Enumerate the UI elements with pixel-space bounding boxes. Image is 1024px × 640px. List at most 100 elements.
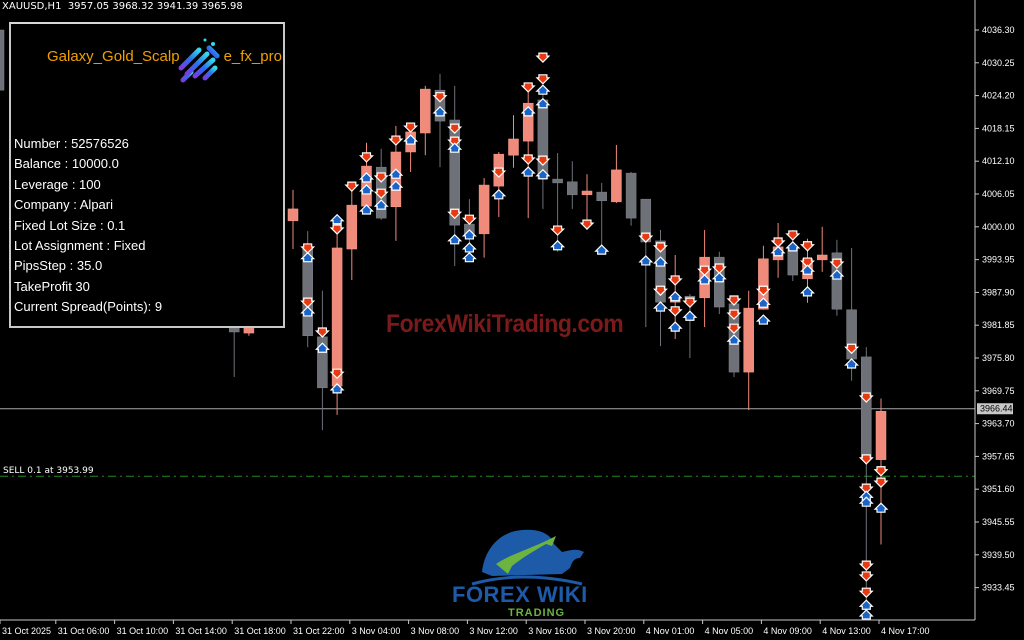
price-tick-label: 3945.55: [982, 517, 1015, 527]
buy-arrow-icon: [329, 213, 345, 225]
bid-price-label: 3966.44: [980, 404, 1013, 414]
bull-candle: [743, 290, 754, 411]
time-tick-label: 4 Nov 05:00: [705, 626, 754, 636]
bull-candle: [493, 151, 505, 218]
bull-candle: [581, 174, 593, 224]
galaxy-stripes-logo-icon: [178, 38, 220, 83]
sell-arrow-icon: [785, 230, 801, 241]
sell-arrow-icon: [550, 225, 566, 236]
sell-arrow-icon: [300, 297, 316, 309]
sell-arrow-icon: [535, 74, 551, 85]
price-tick-label: 3939.50: [982, 550, 1015, 560]
price-tick-label: 4000.00: [982, 222, 1015, 232]
bull-candle: [478, 178, 490, 258]
buy-arrow-icon: [359, 184, 374, 195]
buy-arrow-icon: [800, 264, 815, 275]
buy-arrow-icon: [711, 271, 727, 283]
trade-markers: [300, 52, 889, 620]
bull-candle: [611, 144, 622, 203]
price-tick-label: 4006.05: [982, 189, 1015, 199]
buy-arrow-icon: [520, 106, 536, 117]
time-tick-label: 4 Nov 13:00: [822, 626, 871, 636]
time-tick-label: 4 Nov 09:00: [763, 626, 812, 636]
bull-candle: [243, 326, 255, 336]
sell-arrow-icon: [697, 265, 713, 277]
sell-arrow-icon: [653, 285, 668, 297]
candle-body: [581, 190, 593, 196]
sell-arrow-icon: [844, 343, 860, 355]
bear-candle: [714, 251, 725, 315]
time-tick-label: 31 Oct 10:00: [117, 626, 169, 636]
bull-candle: [522, 84, 534, 219]
buy-arrow-icon: [697, 274, 713, 285]
price-tick-label: 3933.45: [982, 583, 1015, 593]
ea-info-line: TakeProfit 30: [14, 278, 90, 294]
sell-arrow-icon: [858, 560, 874, 571]
sell-arrow-icon: [667, 275, 683, 286]
sell-arrow-icon: [873, 466, 889, 477]
sell-arrow-icon: [667, 306, 683, 317]
bull-candle: [346, 182, 358, 280]
sell-arrow-icon: [638, 232, 654, 243]
buy-arrow-icon: [447, 233, 463, 245]
buy-arrow-icon: [829, 269, 845, 280]
candle-body: [625, 172, 637, 219]
time-tick-label: 4 Nov 01:00: [646, 626, 695, 636]
candle-body: [508, 138, 519, 156]
sell-arrow-icon: [447, 136, 463, 147]
ea-info-lines: Number : 52576526 Balance : 10000.0 Levera…: [14, 134, 162, 318]
sell-arrow-icon: [388, 135, 404, 146]
sell-arrow-icon: [770, 237, 786, 248]
sell-arrow-icon: [447, 208, 463, 220]
candle-body: [420, 88, 431, 134]
buy-arrow-icon: [755, 314, 771, 325]
buy-arrow-icon: [373, 199, 389, 210]
price-tick-label: 4018.15: [982, 123, 1015, 133]
sell-arrow-icon: [432, 92, 448, 103]
forex-wiki-bull-logo: [471, 529, 584, 586]
buy-arrow-icon: [653, 301, 668, 312]
sell-arrow-icon: [800, 241, 815, 252]
sell-arrow-icon: [329, 368, 345, 380]
sell-arrow-icon: [535, 52, 551, 63]
sell-arrow-icon: [858, 392, 874, 403]
sell-arrow-icon: [403, 122, 419, 133]
price-tick-label: 4036.30: [982, 25, 1015, 35]
buy-arrow-icon: [682, 310, 698, 321]
sell-arrow-icon: [726, 309, 742, 320]
sell-arrow-icon: [682, 297, 698, 309]
buy-arrow-icon: [535, 84, 551, 95]
bull-candle: [287, 189, 299, 250]
buy-arrow-icon: [550, 239, 566, 251]
price-tick-label: 4030.25: [982, 58, 1015, 68]
buy-arrow-icon: [873, 502, 889, 513]
price-tick-label: 3975.80: [982, 353, 1015, 363]
ea-info-line: Company : Alpari: [14, 197, 113, 213]
buy-arrow-icon: [314, 342, 330, 353]
bear-candle: [552, 153, 563, 252]
sell-arrow-icon: [535, 155, 551, 166]
buy-arrow-icon: [461, 229, 477, 240]
logo-text: FOREX WIKI: [452, 582, 588, 607]
buy-arrow-icon: [667, 321, 683, 332]
sell-arrow-icon: [447, 123, 463, 134]
candle-body: [522, 102, 534, 142]
price-tick-label: 4024.20: [982, 91, 1015, 101]
buy-arrow-icon: [858, 496, 874, 507]
candle-body: [875, 410, 887, 460]
sell-arrow-icon: [653, 242, 668, 253]
sell-arrow-icon: [873, 477, 889, 489]
buy-arrow-icon: [359, 172, 374, 183]
candle-body: [331, 247, 343, 387]
price-tick-label: 3969.75: [982, 386, 1015, 396]
sell-arrow-icon: [711, 263, 727, 274]
buy-arrow-icon: [403, 134, 419, 145]
buy-arrow-icon: [535, 168, 551, 180]
sell-arrow-icon: [491, 167, 507, 178]
price-tick-label: 3957.65: [982, 451, 1015, 461]
time-tick-label: 3 Nov 04:00: [352, 626, 401, 636]
sell-arrow-icon: [858, 571, 874, 582]
bear-candle: [434, 73, 446, 168]
